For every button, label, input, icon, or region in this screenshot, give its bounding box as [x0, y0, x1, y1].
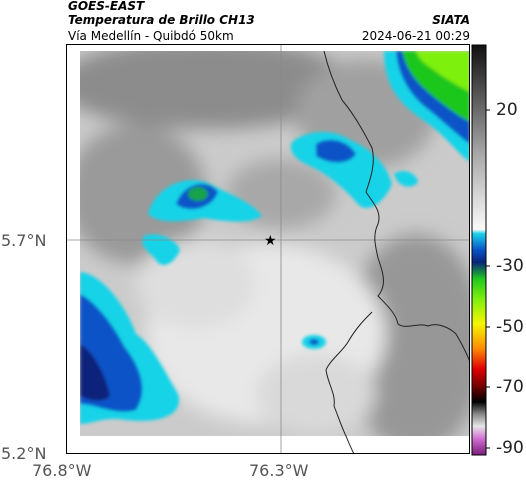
colorbar-tick-label: -50: [496, 317, 524, 337]
brightness-temperature-field: [80, 51, 470, 436]
subtitle-region: Vía Medellín - Quibdó 50km: [68, 29, 234, 43]
colorbar-tick-label: -70: [496, 377, 524, 397]
lat-tick-label: 5.7°N: [1, 231, 47, 250]
title-product: Temperatura de Brillo CH13: [68, 13, 255, 27]
colorbar-tick-label: -90: [496, 438, 524, 458]
lon-tick-label: 76.3°W: [249, 461, 309, 480]
datetime-label: 2024-06-21 00:29: [361, 29, 470, 43]
title-satellite: GOES-EAST: [68, 0, 145, 13]
star-marker: ★: [264, 233, 277, 249]
department-border: [323, 50, 470, 454]
lon-tick-label: 76.8°W: [32, 461, 92, 480]
colorbar-tick-label: -30: [496, 256, 524, 276]
map-frame: [66, 44, 470, 454]
colorbar-tick-label: 20: [496, 100, 518, 120]
lat-tick-label: 5.2°N: [1, 444, 47, 463]
satellite-map: ★: [66, 44, 470, 454]
temperature-colorbar: [471, 44, 490, 456]
credit-label: SIATA: [432, 13, 470, 27]
